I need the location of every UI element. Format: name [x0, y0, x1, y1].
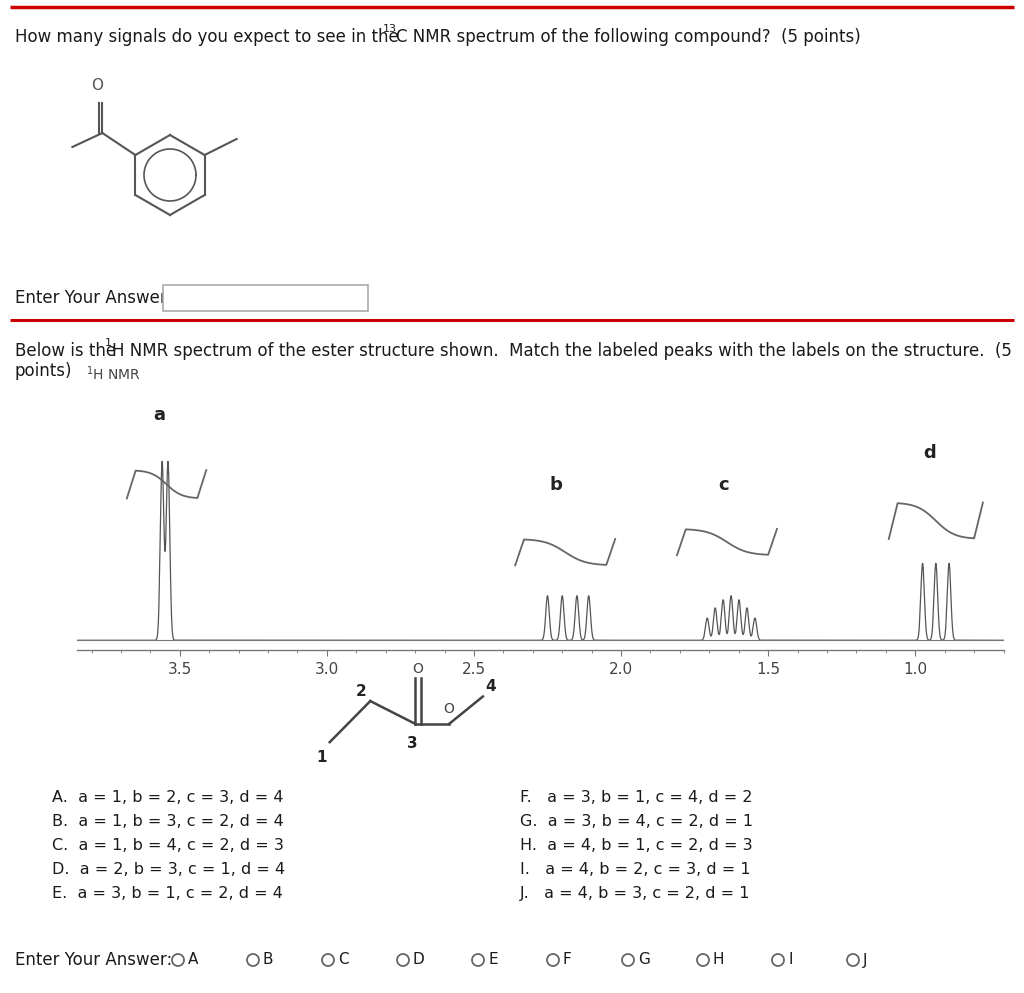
Text: Enter Your Answer:: Enter Your Answer:	[15, 289, 172, 307]
Text: G: G	[638, 952, 650, 967]
Text: H.  a = 4, b = 1, c = 2, d = 3: H. a = 4, b = 1, c = 2, d = 3	[520, 838, 753, 853]
Text: C: C	[338, 952, 348, 967]
Text: c: c	[719, 477, 729, 495]
Text: points): points)	[15, 362, 73, 380]
Text: J.   a = 4, b = 3, c = 2, d = 1: J. a = 4, b = 3, c = 2, d = 1	[520, 886, 751, 901]
Text: F: F	[563, 952, 571, 967]
Text: J: J	[863, 952, 867, 967]
Text: H NMR spectrum of the ester structure shown.  Match the labeled peaks with the l: H NMR spectrum of the ester structure sh…	[112, 342, 1012, 360]
Text: A.  a = 1, b = 2, c = 3, d = 4: A. a = 1, b = 2, c = 3, d = 4	[52, 790, 284, 805]
Text: How many signals do you expect to see in the: How many signals do you expect to see in…	[15, 28, 404, 46]
Text: Enter Your Answer:: Enter Your Answer:	[15, 951, 172, 969]
Text: E: E	[488, 952, 498, 967]
Text: O: O	[443, 702, 455, 716]
Text: D.  a = 2, b = 3, c = 1, d = 4: D. a = 2, b = 3, c = 1, d = 4	[52, 862, 285, 877]
Text: C NMR spectrum of the following compound?  (5 points): C NMR spectrum of the following compound…	[396, 28, 861, 46]
Text: 2: 2	[356, 684, 367, 699]
Text: B: B	[263, 952, 273, 967]
Text: H: H	[713, 952, 725, 967]
FancyBboxPatch shape	[163, 285, 368, 311]
Text: a: a	[154, 405, 165, 424]
Text: $^1$H NMR: $^1$H NMR	[86, 364, 141, 383]
Text: b: b	[550, 477, 563, 495]
Text: G.  a = 3, b = 4, c = 2, d = 1: G. a = 3, b = 4, c = 2, d = 1	[520, 814, 753, 829]
Text: 13: 13	[383, 24, 397, 34]
Text: O: O	[412, 662, 423, 676]
Text: D: D	[413, 952, 425, 967]
Text: 1: 1	[316, 750, 327, 766]
Text: I: I	[788, 952, 793, 967]
Text: 1: 1	[105, 338, 112, 348]
Text: I.   a = 4, b = 2, c = 3, d = 1: I. a = 4, b = 2, c = 3, d = 1	[520, 862, 751, 877]
Text: 3: 3	[407, 737, 417, 752]
Text: Below is the: Below is the	[15, 342, 122, 360]
Text: 4: 4	[485, 679, 496, 694]
Text: B.  a = 1, b = 3, c = 2, d = 4: B. a = 1, b = 3, c = 2, d = 4	[52, 814, 284, 829]
Text: F.   a = 3, b = 1, c = 4, d = 2: F. a = 3, b = 1, c = 4, d = 2	[520, 790, 753, 805]
Text: C.  a = 1, b = 4, c = 2, d = 3: C. a = 1, b = 4, c = 2, d = 3	[52, 838, 284, 853]
Text: d: d	[924, 444, 936, 462]
Text: A: A	[188, 952, 199, 967]
Text: O: O	[91, 78, 103, 93]
Text: E.  a = 3, b = 1, c = 2, d = 4: E. a = 3, b = 1, c = 2, d = 4	[52, 886, 283, 901]
